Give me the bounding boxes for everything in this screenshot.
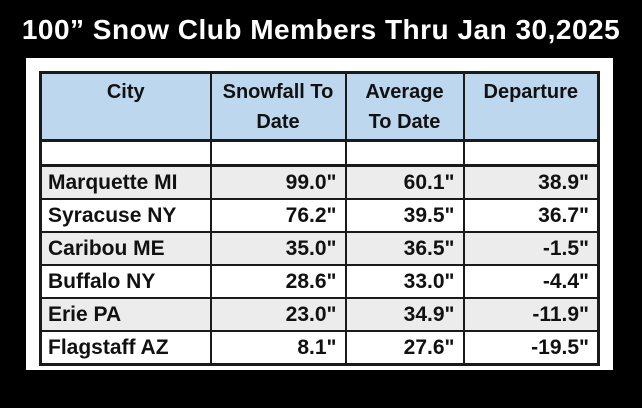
header-line: City bbox=[106, 81, 145, 103]
cell-city: Flagstaff AZ bbox=[39, 330, 212, 366]
cell-departure: -11.9" bbox=[462, 297, 600, 332]
cell-departure: -4.4" bbox=[462, 264, 600, 299]
cell-snowfall: 8.1" bbox=[209, 330, 347, 366]
column-header-city: City bbox=[39, 71, 212, 142]
cell-average: 33.0" bbox=[344, 264, 465, 299]
spacer-row bbox=[39, 139, 600, 167]
cell-snowfall: 76.2" bbox=[209, 198, 347, 233]
cell-city: Caribou ME bbox=[39, 231, 212, 266]
spacer-cell bbox=[462, 139, 600, 167]
column-header-snowfall: Snowfall To Date bbox=[209, 71, 347, 142]
cell-average: 34.9" bbox=[344, 297, 465, 332]
table-row: Marquette MI 99.0" 60.1" 38.9" bbox=[39, 164, 600, 200]
cell-departure: -1.5" bbox=[462, 231, 600, 266]
cell-average: 60.1" bbox=[344, 164, 465, 200]
table-row: Erie PA 23.0" 34.9" -11.9" bbox=[39, 297, 600, 332]
cell-departure: 38.9" bbox=[462, 164, 600, 200]
snow-club-table: City Snowfall To Date Average To Date Depa… bbox=[39, 71, 600, 366]
cell-snowfall: 28.6" bbox=[209, 264, 347, 299]
cell-city: Marquette MI bbox=[39, 164, 212, 200]
cell-city: Erie PA bbox=[39, 297, 212, 332]
cell-snowfall: 35.0" bbox=[209, 231, 347, 266]
cell-average: 27.6" bbox=[344, 330, 465, 366]
cell-snowfall: 23.0" bbox=[209, 297, 347, 332]
cell-city: Syracuse NY bbox=[39, 198, 212, 233]
header-line: To Date bbox=[368, 111, 441, 133]
spacer-cell bbox=[39, 139, 212, 167]
column-header-average: Average To Date bbox=[344, 71, 465, 142]
page-title: 100” Snow Club Members Thru Jan 30,2025 bbox=[21, 14, 621, 45]
table-row: Flagstaff AZ 8.1" 27.6" -19.5" bbox=[39, 330, 600, 366]
cell-average: 36.5" bbox=[344, 231, 465, 266]
cell-snowfall: 99.0" bbox=[209, 164, 347, 200]
spacer-cell bbox=[344, 139, 465, 167]
table-panel: City Snowfall To Date Average To Date Depa… bbox=[26, 58, 613, 370]
cell-city: Buffalo NY bbox=[39, 264, 212, 299]
header-line: Snowfall To bbox=[222, 81, 334, 103]
table-row: Caribou ME 35.0" 36.5" -1.5" bbox=[39, 231, 600, 266]
spacer-cell bbox=[209, 139, 347, 167]
header-line: Average bbox=[365, 81, 444, 103]
cell-average: 39.5" bbox=[344, 198, 465, 233]
table-row: Buffalo NY 28.6" 33.0" -4.4" bbox=[39, 264, 600, 299]
header-line: Departure bbox=[483, 81, 578, 103]
cell-departure: 36.7" bbox=[462, 198, 600, 233]
cell-departure: -19.5" bbox=[462, 330, 600, 366]
column-header-departure: Departure bbox=[462, 71, 600, 142]
table-row: Syracuse NY 76.2" 39.5" 36.7" bbox=[39, 198, 600, 233]
header-row: City Snowfall To Date Average To Date Depa… bbox=[39, 71, 600, 142]
header-line: Date bbox=[256, 111, 300, 133]
